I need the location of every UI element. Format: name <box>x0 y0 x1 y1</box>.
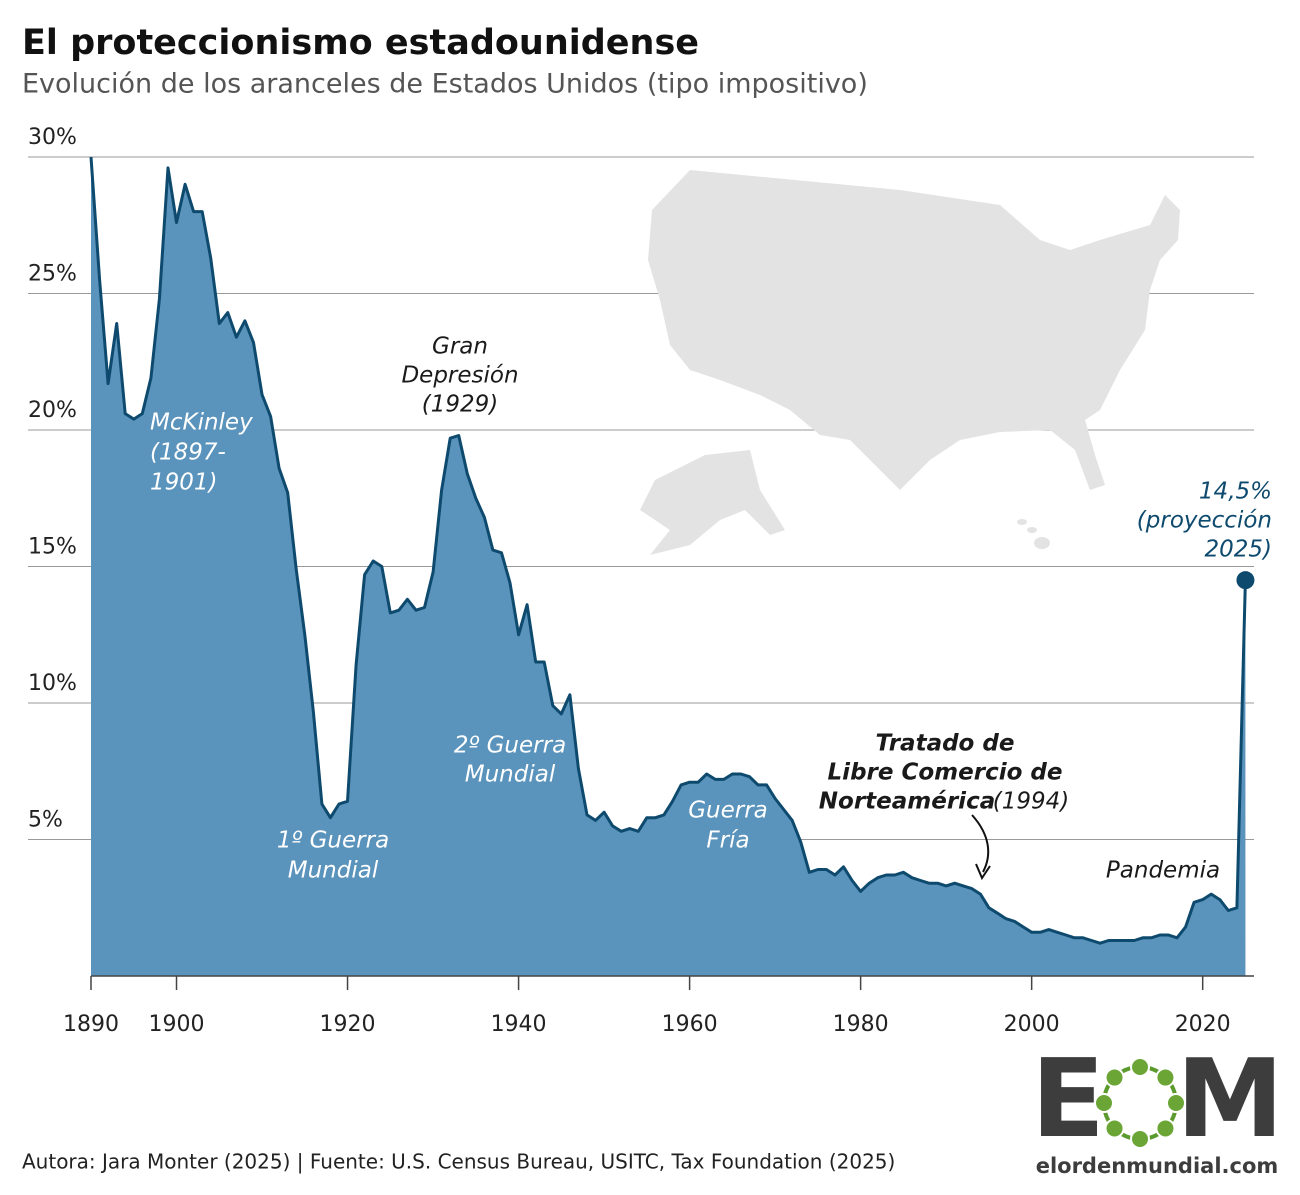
map-shape <box>1027 527 1037 533</box>
map-shape <box>640 450 785 555</box>
annotation: 1901) <box>150 470 218 496</box>
map-shape <box>1034 537 1050 549</box>
annotation: 2025) <box>1204 537 1272 563</box>
area <box>91 157 1246 976</box>
x-tick-label: 1940 <box>491 1012 547 1037</box>
annotation-arrowhead <box>975 863 991 881</box>
x-tick-label: 1980 <box>833 1012 889 1037</box>
chart-title: El proteccionismo estadounidense <box>22 23 699 63</box>
annotation: Guerra <box>688 798 768 824</box>
projection-point <box>1236 571 1255 590</box>
annotation: Pandemia <box>1106 858 1220 884</box>
line <box>89 156 1247 945</box>
map-shape <box>1017 519 1027 525</box>
annotation: (1994) <box>993 789 1069 815</box>
y-tick-label: 15% <box>28 535 77 560</box>
x-tick-label: 2020 <box>1175 1012 1231 1037</box>
annotation: Norteamérica <box>819 789 995 815</box>
annotation: Gran <box>432 334 488 360</box>
logo-dot <box>1104 1118 1125 1139</box>
annotation: Libre Comercio de <box>828 760 1063 786</box>
logo-url: elordenmundial.com <box>1036 1154 1279 1178</box>
y-tick-label: 20% <box>28 398 77 423</box>
logo: E M elordenmundial.com <box>1031 1037 1284 1178</box>
y-tick-label: 5% <box>28 808 63 833</box>
y-tick-label: 25% <box>28 262 77 287</box>
annotation: (proyección <box>1137 508 1272 534</box>
logo-ring <box>1094 1057 1186 1149</box>
y-tick-label: 30% <box>28 125 77 150</box>
logo-dot <box>1094 1093 1114 1113</box>
x-tick-label: 1900 <box>149 1012 205 1037</box>
map-shape <box>648 170 1180 490</box>
chart-subtitle: Evolución de los aranceles de Estados Un… <box>22 69 868 100</box>
logo-dot <box>1104 1067 1125 1088</box>
logo-letter: M <box>1176 1037 1283 1162</box>
source: Autora: Jara Monter (2025) | Fuente: U.S… <box>22 1150 895 1174</box>
logo-letter: E <box>1031 1037 1105 1162</box>
annotation: Mundial <box>465 762 556 788</box>
plot: 1890 1900 1920 1940 1960 1980 2000 2020 <box>63 156 1255 1037</box>
y-tick-label: 10% <box>28 671 77 696</box>
x-tick-label: 1890 <box>63 1012 119 1037</box>
logo-dot <box>1130 1057 1150 1077</box>
x-tick-label: 2000 <box>1004 1012 1060 1037</box>
logo-dot <box>1166 1093 1186 1113</box>
us-map <box>640 170 1180 555</box>
annotation: 2º Guerra <box>454 733 566 759</box>
annotation: McKinley <box>150 410 253 436</box>
annotation: (1897- <box>150 440 226 466</box>
logo-dot <box>1130 1129 1150 1149</box>
annotation: 1º Guerra <box>277 828 389 854</box>
x-tick-label: 1960 <box>662 1012 718 1037</box>
annotation-arrow <box>971 814 990 873</box>
logo-dot <box>1155 1067 1176 1088</box>
annotation: Fría <box>706 828 749 854</box>
annotation: Depresión <box>401 363 518 389</box>
annotation: 14,5% <box>1199 479 1272 505</box>
annotation: Mundial <box>288 858 379 884</box>
logo-dot <box>1155 1118 1176 1139</box>
annotations: McKinley (1897- 1901) 1º Guerra Mundial … <box>150 334 1272 884</box>
annotation: (1929) <box>422 392 498 418</box>
annotation: Tratado de <box>876 731 1015 757</box>
x-tick-label: 1920 <box>320 1012 376 1037</box>
